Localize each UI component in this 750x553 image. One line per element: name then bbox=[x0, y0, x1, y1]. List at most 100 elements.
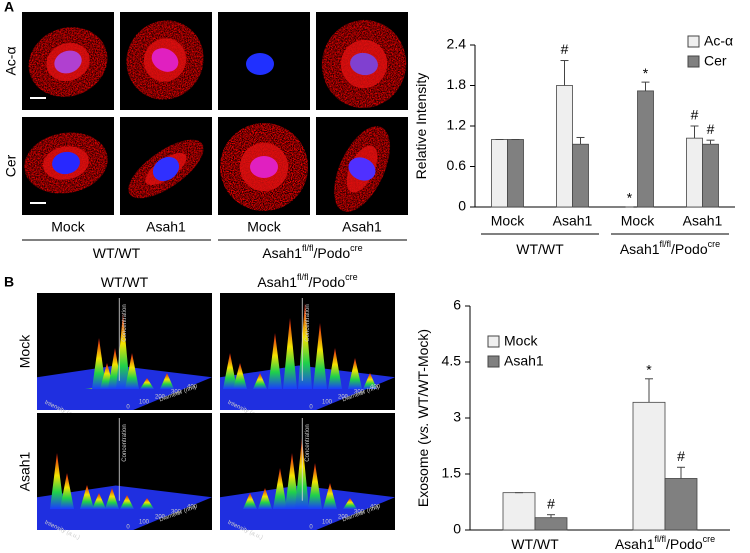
peak bbox=[298, 303, 312, 389]
bar bbox=[507, 139, 524, 208]
x-tick-label: Mock bbox=[491, 213, 525, 229]
text-part: cre bbox=[345, 272, 358, 282]
text-part: /Podo bbox=[671, 241, 708, 257]
peak bbox=[308, 463, 322, 509]
peak bbox=[80, 485, 94, 509]
group-label: Asah1fl/fl/Podocre bbox=[620, 239, 720, 256]
text-part: vs. bbox=[415, 422, 431, 440]
plot-tick: 400 bbox=[370, 505, 381, 511]
peak bbox=[140, 378, 154, 389]
bar bbox=[572, 143, 589, 208]
text-part: WT/WT bbox=[101, 274, 149, 290]
peak bbox=[160, 373, 174, 389]
y-tick-label: 4.5 bbox=[442, 353, 462, 369]
y-tick-label: 0 bbox=[458, 198, 466, 214]
peak bbox=[233, 363, 247, 389]
legend-label: Asah1 bbox=[504, 353, 544, 369]
column-label: Asah1fl/fl/Podocre bbox=[257, 272, 357, 289]
y-tick-label: 6 bbox=[453, 297, 461, 313]
text-part: /Podo bbox=[314, 245, 351, 261]
row-label: Ac-α bbox=[3, 46, 19, 75]
x-tick-label: Mock bbox=[621, 213, 655, 229]
plot-tick: 400 bbox=[370, 385, 381, 391]
z-axis-label: Concentration bbox=[305, 304, 311, 341]
x-tick-label: Asah1 bbox=[553, 213, 593, 229]
column-label: Mock bbox=[51, 219, 85, 235]
peak bbox=[253, 373, 267, 389]
micrograph bbox=[218, 117, 310, 215]
micrograph bbox=[22, 12, 114, 110]
y-tick-label: 0 bbox=[453, 521, 461, 537]
bar bbox=[637, 90, 654, 208]
nucleus bbox=[151, 48, 179, 72]
legend-swatch bbox=[487, 335, 500, 348]
plot-tick: 300 bbox=[171, 390, 182, 396]
z-axis-label: Concentration bbox=[122, 304, 128, 341]
text-part: Relative Intensity bbox=[413, 73, 429, 180]
peak bbox=[268, 333, 282, 389]
plot-tick: 200 bbox=[338, 395, 349, 401]
peak bbox=[258, 488, 272, 509]
peak bbox=[363, 373, 377, 389]
micrograph bbox=[218, 12, 310, 110]
group-label: WT/WT bbox=[511, 536, 559, 552]
legend-label: Mock bbox=[504, 333, 538, 349]
legend-label: Ac-α bbox=[704, 33, 733, 49]
significance-mark: # bbox=[547, 495, 555, 511]
peak bbox=[348, 358, 362, 389]
text-part: fl/fl bbox=[655, 534, 667, 544]
plot-tick: 0 bbox=[126, 525, 130, 531]
panel-label: A bbox=[4, 0, 14, 15]
peak bbox=[92, 338, 106, 389]
micrograph bbox=[120, 12, 212, 110]
bar bbox=[664, 478, 698, 531]
peak bbox=[60, 473, 74, 509]
text-part: fl/fl bbox=[302, 243, 314, 253]
z-axis-label: Concentration bbox=[122, 424, 128, 461]
text-part: WT/WT bbox=[511, 536, 559, 552]
nucleus bbox=[348, 157, 376, 181]
peak bbox=[223, 353, 237, 389]
column-label: Asah1 bbox=[342, 219, 382, 235]
peak bbox=[92, 493, 106, 509]
text-part: WT/WT bbox=[516, 241, 564, 257]
text-part: cre bbox=[350, 243, 363, 253]
peak bbox=[323, 483, 337, 509]
text-part: WT/WT-Mock) bbox=[415, 329, 431, 422]
peak bbox=[120, 495, 134, 509]
plot-tick: 0 bbox=[309, 405, 313, 411]
plot-tick: 100 bbox=[139, 400, 150, 406]
peak bbox=[328, 348, 342, 389]
legend-label: Cer bbox=[704, 53, 727, 69]
text-part: Exosome ( bbox=[415, 440, 431, 507]
y-tick-label: 1.2 bbox=[447, 117, 467, 133]
plot-tick: 200 bbox=[338, 515, 349, 521]
bar bbox=[534, 517, 568, 531]
significance-mark: * bbox=[643, 65, 649, 81]
y-axis-title: Exosome (vs. WT/WT-Mock) bbox=[415, 329, 431, 507]
x-tick-label: Asah1 bbox=[683, 213, 723, 229]
micrograph bbox=[120, 117, 212, 215]
legend-swatch bbox=[687, 35, 700, 48]
plot-tick: 400 bbox=[187, 385, 198, 391]
nucleus bbox=[246, 53, 274, 75]
text-part: cre bbox=[708, 239, 721, 249]
plot-tick: 300 bbox=[171, 510, 182, 516]
micrograph bbox=[316, 12, 408, 110]
significance-mark: # bbox=[707, 121, 715, 137]
text-part: Asah1 bbox=[257, 274, 297, 290]
peak bbox=[285, 453, 299, 509]
micrograph bbox=[22, 117, 114, 215]
text-part: Asah1 bbox=[620, 241, 660, 257]
y-tick-label: 3 bbox=[453, 409, 461, 425]
y-tick-label: 0.6 bbox=[447, 157, 467, 173]
nucleus bbox=[54, 50, 82, 74]
significance-mark: * bbox=[646, 362, 652, 378]
nucleus bbox=[152, 156, 180, 182]
plot-tick: 100 bbox=[322, 520, 333, 526]
peak bbox=[313, 323, 327, 389]
text-part: Asah1 bbox=[615, 536, 655, 552]
text-part: /Podo bbox=[309, 274, 346, 290]
bar bbox=[686, 137, 703, 208]
